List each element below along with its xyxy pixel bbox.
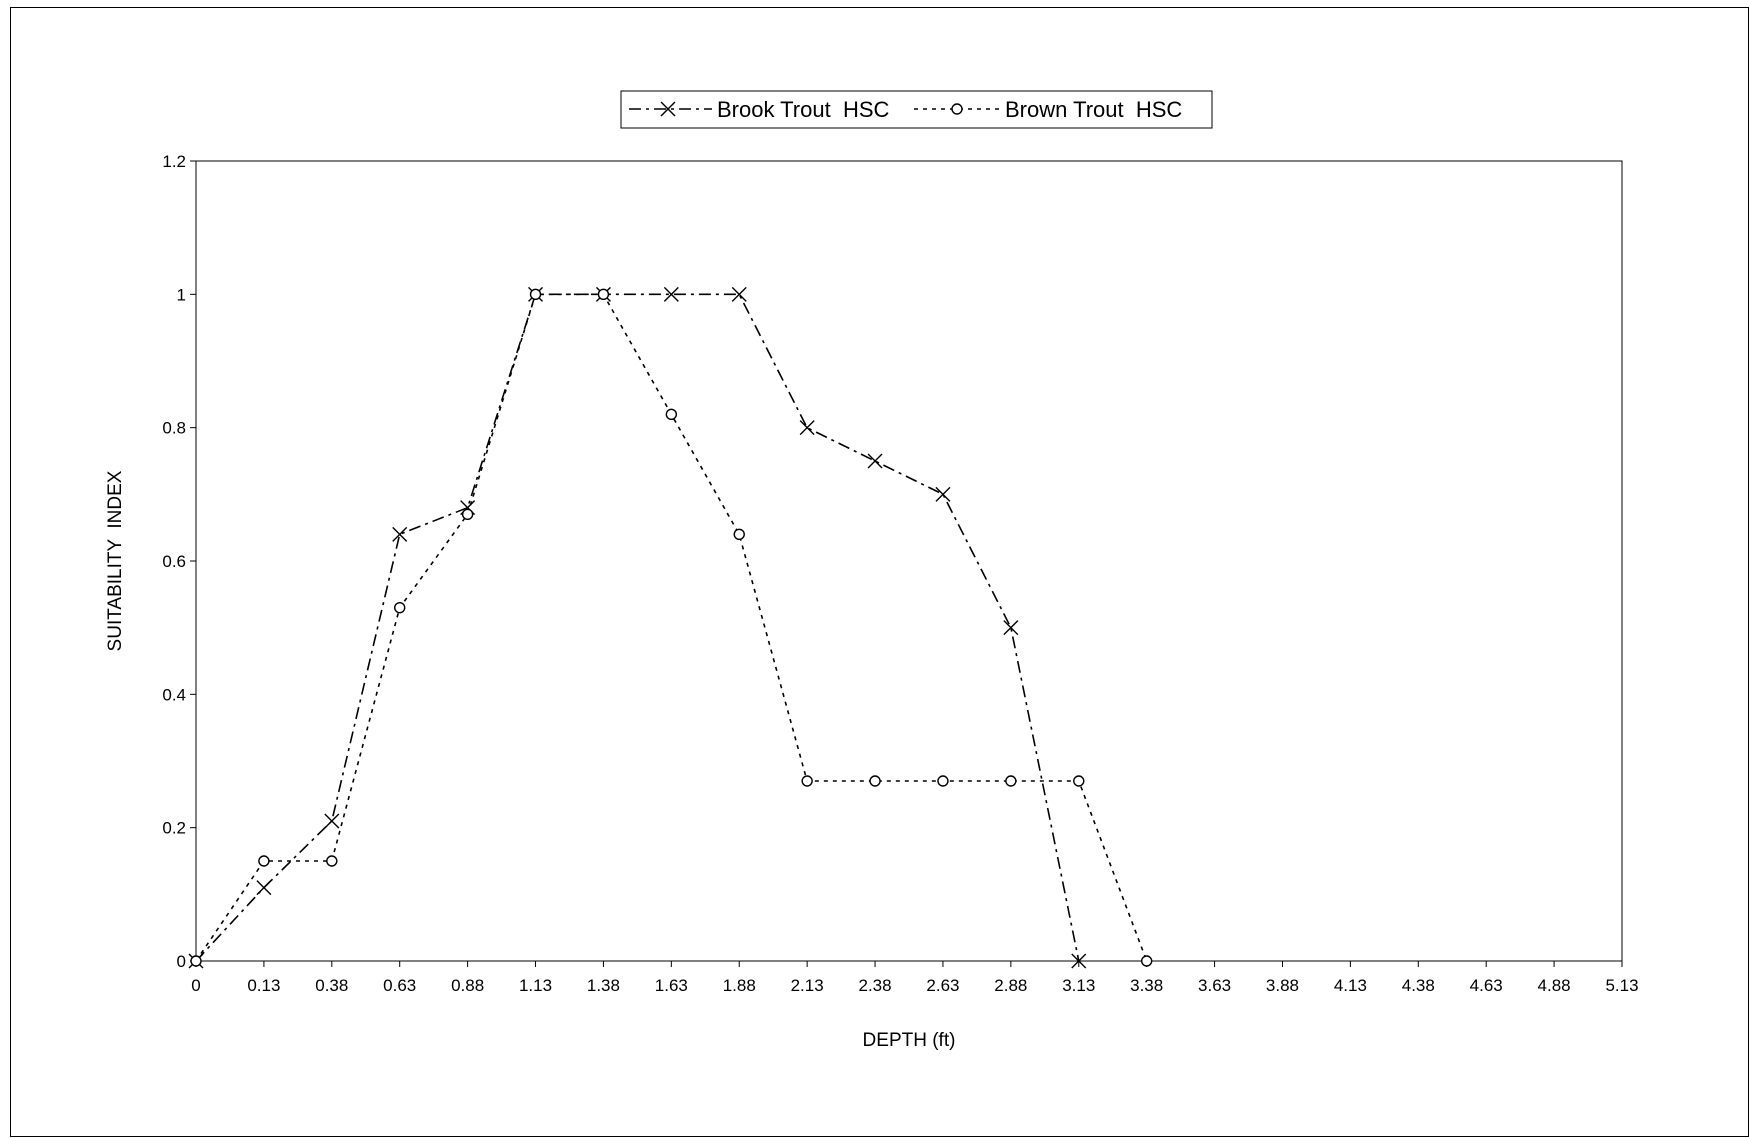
y-axis-title: SUITABILITY INDEX — [105, 470, 126, 651]
data-point-circle-marker — [1140, 955, 1153, 967]
x-tick-label: 4.88 — [1538, 976, 1571, 995]
x-axis-title: DEPTH (ft) — [863, 1030, 956, 1051]
legend: Brook Trout HSC Brown Trout HSC — [620, 90, 1213, 129]
data-point-circle-marker — [190, 955, 202, 967]
x-tick-label: 3.88 — [1266, 976, 1299, 995]
series-1 — [190, 288, 1153, 967]
chart-frame — [10, 7, 1749, 1137]
data-point-x-marker — [392, 526, 408, 542]
x-tick-label: 5.13 — [1605, 976, 1638, 995]
x-tick-label: 3.13 — [1062, 976, 1095, 995]
data-point-circle-marker — [1073, 775, 1085, 787]
x-tick-label: 3.63 — [1198, 976, 1231, 995]
data-point-circle-marker — [461, 508, 474, 521]
data-point-x-marker — [663, 286, 679, 302]
x-tick-label: 2.88 — [994, 976, 1027, 995]
x-tick-label: 0.88 — [451, 976, 484, 995]
data-point-x-marker — [935, 486, 951, 502]
x-tick-label: 1.63 — [655, 976, 688, 995]
data-point-circle-marker — [394, 601, 406, 614]
data-point-circle-marker — [937, 775, 949, 787]
y-tick-label: 0 — [177, 952, 186, 971]
x-tick-label: 0 — [191, 976, 200, 995]
x-tick-label: 2.63 — [926, 976, 959, 995]
x-tick-label: 4.13 — [1334, 976, 1367, 995]
series-layer — [188, 286, 1153, 969]
x-axis: 0 0.13 0.38 0.63 0.88 1.13 1.38 1.63 1.88 2.13 2.3… — [191, 961, 1639, 995]
data-point-x-marker — [1003, 620, 1019, 636]
data-point-circle-marker — [1005, 775, 1017, 787]
x-tick-label: 2.13 — [791, 976, 824, 995]
y-tick-label: 0.8 — [162, 419, 186, 438]
series-line-1 — [195, 293, 1148, 962]
y-tick-label: 1.2 — [162, 152, 186, 171]
series-line-0 — [195, 293, 1080, 962]
data-point-circle-marker — [801, 775, 813, 787]
legend-marker-x-icon — [660, 101, 676, 117]
x-tick-label: 4.63 — [1470, 976, 1503, 995]
x-tick-label: 1.38 — [587, 976, 620, 995]
y-tick-label: 0.6 — [162, 552, 186, 571]
y-tick-label: 0.2 — [162, 819, 186, 838]
y-tick-label: 0.4 — [162, 685, 186, 704]
data-point-x-marker — [731, 286, 747, 302]
x-tick-label: 3.38 — [1130, 976, 1163, 995]
data-point-circle-marker — [665, 408, 678, 421]
data-point-x-marker — [799, 420, 815, 436]
x-tick-label: 1.13 — [519, 976, 552, 995]
data-point-circle-marker — [869, 775, 881, 787]
legend-label-brook-trout: Brook Trout HSC — [717, 97, 890, 122]
data-point-circle-marker — [529, 288, 542, 301]
y-tick-label: 1 — [177, 285, 186, 304]
legend-marker-circle-icon — [951, 103, 963, 115]
y-axis: 0 0.2 0.4 0.6 0.8 1 1.2 — [162, 152, 196, 971]
x-tick-label: 1.88 — [723, 976, 756, 995]
data-point-circle-marker — [326, 855, 338, 867]
data-point-x-marker — [324, 813, 340, 829]
x-tick-label: 2.38 — [859, 976, 892, 995]
data-point-x-marker — [867, 453, 883, 469]
data-point-x-marker — [256, 880, 272, 896]
data-point-x-marker — [1071, 953, 1087, 969]
x-tick-label: 4.38 — [1402, 976, 1435, 995]
series-0 — [188, 286, 1087, 969]
x-tick-label: 0.38 — [315, 976, 348, 995]
x-tick-label: 0.13 — [247, 976, 280, 995]
legend-label-brown-trout: Brown Trout HSC — [1005, 97, 1182, 122]
plot-area — [195, 160, 1623, 962]
x-tick-label: 0.63 — [383, 976, 416, 995]
data-point-circle-marker — [597, 288, 610, 301]
data-point-circle-marker — [733, 528, 745, 541]
data-point-circle-marker — [258, 855, 270, 867]
